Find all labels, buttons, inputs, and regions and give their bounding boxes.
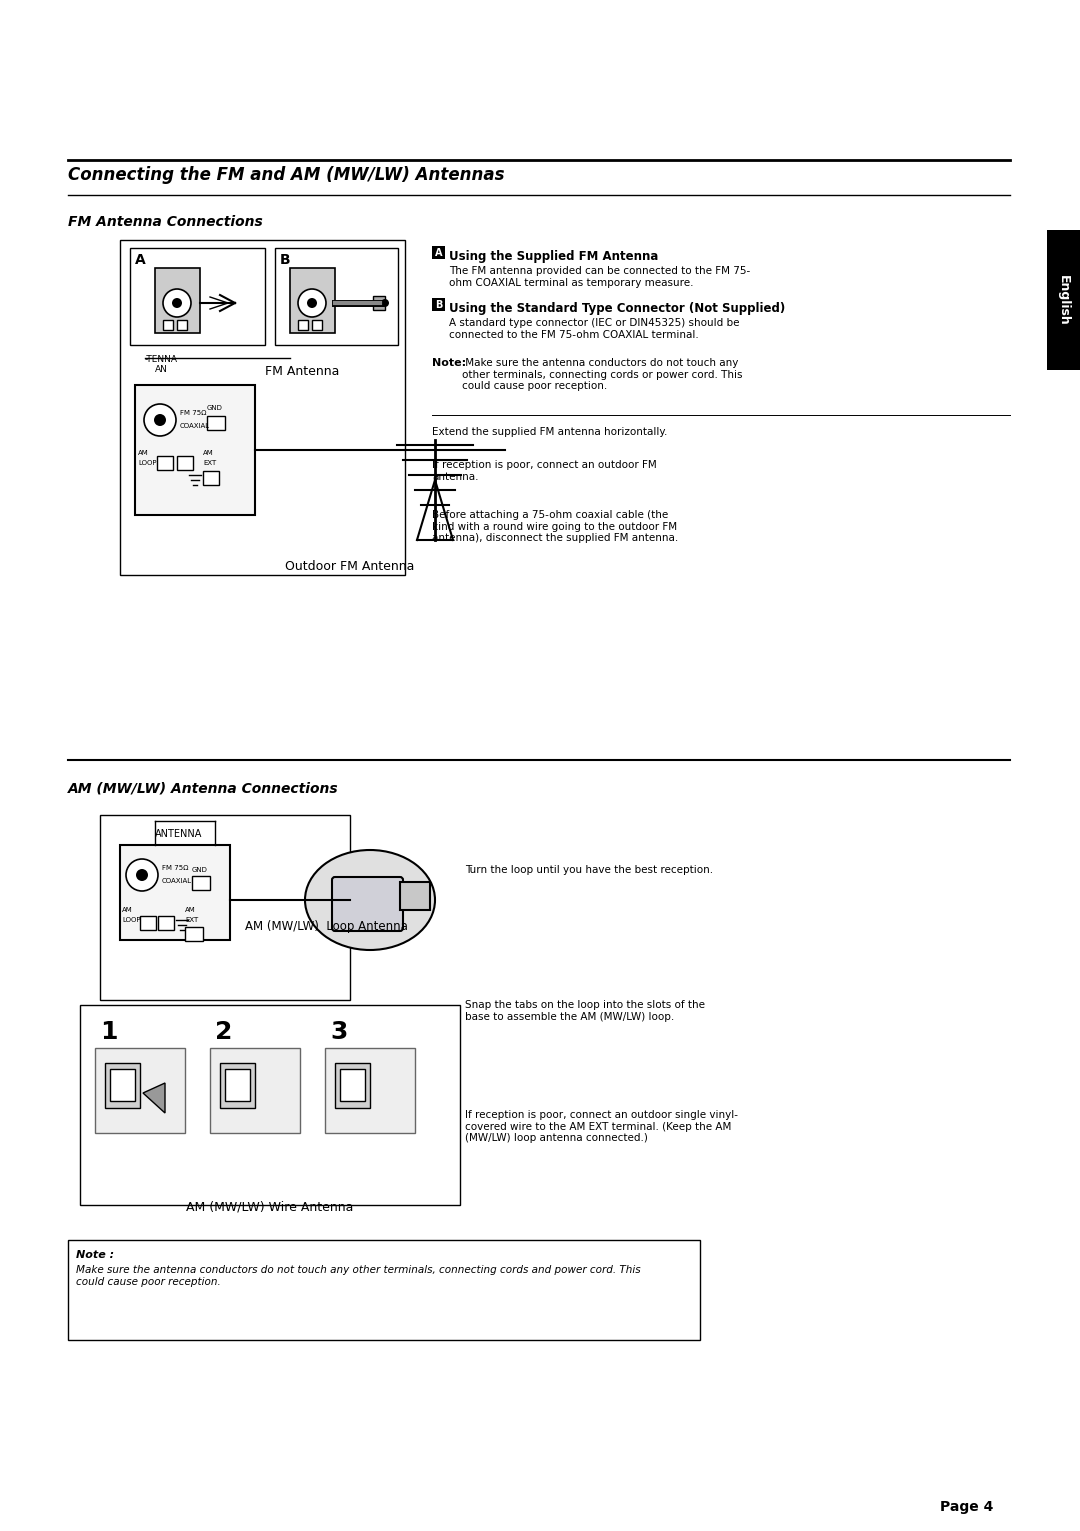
Bar <box>291 268 335 334</box>
Text: AM: AM <box>138 450 149 456</box>
Bar <box>110 1069 135 1101</box>
Text: AM (MW/LW) Wire Antenna: AM (MW/LW) Wire Antenna <box>187 1200 353 1213</box>
Text: LOOP: LOOP <box>122 917 140 923</box>
Bar <box>340 1069 365 1101</box>
Circle shape <box>381 299 389 308</box>
Text: AM: AM <box>185 906 195 912</box>
FancyBboxPatch shape <box>332 877 403 931</box>
Text: 3: 3 <box>330 1020 348 1044</box>
Bar <box>130 248 265 344</box>
Text: Note:: Note: <box>432 358 467 367</box>
Bar <box>312 320 322 331</box>
Text: Snap the tabs on the loop into the slots of the
base to assemble the AM (MW/LW) : Snap the tabs on the loop into the slots… <box>465 1000 705 1021</box>
Bar <box>210 1049 300 1133</box>
Bar <box>207 416 225 430</box>
Text: AM: AM <box>122 906 133 912</box>
Bar <box>325 1049 415 1133</box>
Text: AM (MW/LW) Antenna Connections: AM (MW/LW) Antenna Connections <box>68 782 339 796</box>
Text: -TENNA: -TENNA <box>145 355 178 364</box>
Text: GND: GND <box>207 406 222 410</box>
Text: AM: AM <box>203 450 214 456</box>
Text: COAXIAL: COAXIAL <box>180 423 211 429</box>
Circle shape <box>298 289 326 317</box>
Text: GND: GND <box>192 867 207 873</box>
Bar <box>120 845 230 940</box>
Text: LOOP: LOOP <box>138 459 157 465</box>
Circle shape <box>144 404 176 436</box>
Bar <box>432 246 445 259</box>
Text: Note :: Note : <box>76 1249 114 1260</box>
Bar <box>80 1004 460 1205</box>
Circle shape <box>163 289 191 317</box>
Bar <box>1047 230 1080 371</box>
Text: If reception is poor, connect an outdoor FM
antenna.: If reception is poor, connect an outdoor… <box>432 459 657 482</box>
Text: If reception is poor, connect an outdoor single vinyl-
covered wire to the AM EX: If reception is poor, connect an outdoor… <box>465 1110 738 1144</box>
Text: EXT: EXT <box>185 917 199 923</box>
Text: COAXIAL: COAXIAL <box>162 877 192 883</box>
Text: EXT: EXT <box>203 459 216 465</box>
Text: Make sure the antenna conductors do not touch any
other terminals, connecting co: Make sure the antenna conductors do not … <box>462 358 743 392</box>
Text: B: B <box>280 253 291 266</box>
Text: AN: AN <box>156 364 167 374</box>
Bar <box>192 876 210 890</box>
Text: A: A <box>135 253 146 266</box>
Bar <box>135 384 255 514</box>
Text: 1: 1 <box>100 1020 118 1044</box>
Text: Using the Standard Type Connector (Not Supplied): Using the Standard Type Connector (Not S… <box>449 302 785 315</box>
Bar <box>335 1063 370 1108</box>
Text: Make sure the antenna conductors do not touch any other terminals, connecting co: Make sure the antenna conductors do not … <box>76 1265 640 1286</box>
Text: English: English <box>1057 274 1070 326</box>
Text: Before attaching a 75-ohm coaxial cable (the
kind with a round wire going to the: Before attaching a 75-ohm coaxial cable … <box>432 510 678 544</box>
Bar <box>158 916 174 929</box>
Text: Connecting the FM and AM (MW/LW) Antennas: Connecting the FM and AM (MW/LW) Antenna… <box>68 165 504 184</box>
Bar <box>100 814 350 1000</box>
Bar <box>298 320 308 331</box>
Polygon shape <box>143 1082 165 1113</box>
Text: B: B <box>435 300 442 309</box>
Bar <box>185 926 203 942</box>
Text: Turn the loop until you have the best reception.: Turn the loop until you have the best re… <box>465 865 713 876</box>
Bar <box>373 295 384 309</box>
Text: A standard type connector (IEC or DIN45325) should be
connected to the FM 75-ohm: A standard type connector (IEC or DIN453… <box>449 318 740 340</box>
Bar <box>203 472 219 485</box>
Text: AM (MW/LW)  Loop Antenna: AM (MW/LW) Loop Antenna <box>245 920 408 932</box>
Bar <box>95 1049 185 1133</box>
Text: FM Antenna Connections: FM Antenna Connections <box>68 214 262 230</box>
Bar <box>156 268 200 334</box>
Text: A: A <box>435 248 442 257</box>
Ellipse shape <box>305 850 435 951</box>
Text: FM 75Ω: FM 75Ω <box>162 865 189 871</box>
Text: 2: 2 <box>215 1020 232 1044</box>
Text: FM 75Ω: FM 75Ω <box>180 410 206 416</box>
Bar <box>140 916 156 929</box>
Bar <box>105 1063 140 1108</box>
Bar <box>400 882 430 909</box>
Bar <box>275 248 399 344</box>
Text: Using the Supplied FM Antenna: Using the Supplied FM Antenna <box>449 250 659 263</box>
Bar <box>225 1069 249 1101</box>
Text: Page 4: Page 4 <box>940 1500 993 1514</box>
Bar <box>177 320 187 331</box>
Text: FM Antenna: FM Antenna <box>265 364 339 378</box>
Bar <box>163 320 173 331</box>
Circle shape <box>154 413 166 426</box>
Bar <box>68 1240 700 1340</box>
Circle shape <box>126 859 158 891</box>
Text: The FM antenna provided can be connected to the FM 75-
ohm COAXIAL terminal as t: The FM antenna provided can be connected… <box>449 266 751 288</box>
Text: Outdoor FM Antenna: Outdoor FM Antenna <box>285 560 415 573</box>
Circle shape <box>136 870 148 880</box>
Circle shape <box>172 299 183 308</box>
Bar <box>220 1063 255 1108</box>
Text: ANTENNA: ANTENNA <box>156 828 202 839</box>
Circle shape <box>307 299 318 308</box>
Bar <box>177 456 193 470</box>
Text: Extend the supplied FM antenna horizontally.: Extend the supplied FM antenna horizonta… <box>432 427 667 436</box>
Bar <box>120 240 405 576</box>
Bar <box>432 299 445 311</box>
Bar <box>157 456 173 470</box>
